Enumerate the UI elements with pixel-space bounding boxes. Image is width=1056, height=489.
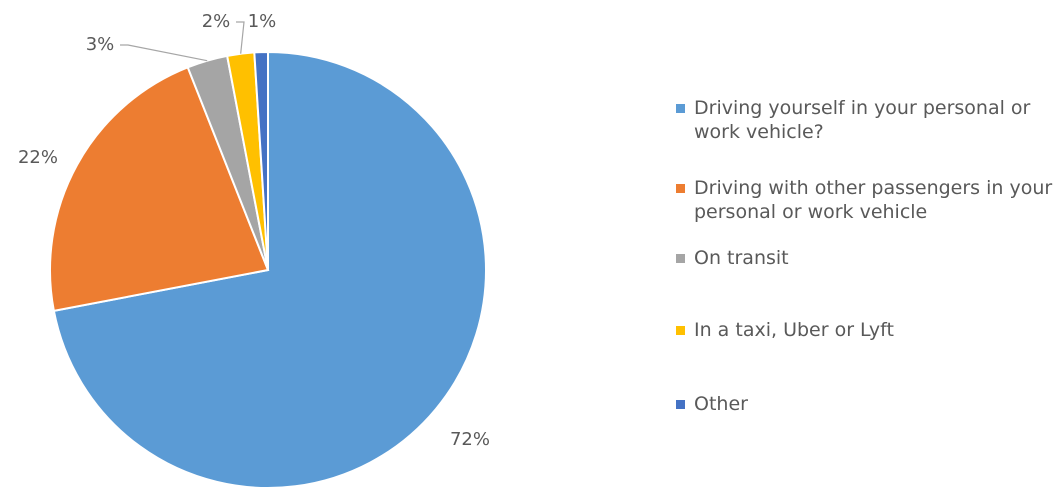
- pie-slice: [253, 50, 269, 271]
- legend-swatch: [676, 326, 685, 335]
- legend-swatch: [676, 400, 685, 409]
- legend-label: Driving with other passengers in your pe…: [694, 177, 1053, 223]
- leader-line: [236, 21, 245, 54]
- pie-slice: [49, 66, 270, 313]
- legend-item: Driving with other passengers in your pe…: [676, 176, 1056, 224]
- legend-item: Other: [676, 392, 1056, 416]
- leader-line: [120, 44, 208, 62]
- legend-label: In a taxi, Uber or Lyft: [694, 319, 894, 341]
- pie-slice: [52, 50, 487, 489]
- data-label: 3%: [86, 34, 115, 55]
- legend-item: In a taxi, Uber or Lyft: [676, 318, 1056, 342]
- legend-item: Driving yourself in your personal or wor…: [676, 96, 1056, 144]
- data-label: 2%: [202, 11, 231, 32]
- pie-area: 72% 22% 3% 2% 1%: [18, 11, 490, 489]
- legend-label: Driving yourself in your personal or wor…: [694, 97, 1031, 143]
- legend-label: Other: [694, 393, 748, 415]
- legend-swatch: [676, 104, 685, 113]
- legend-swatch: [676, 254, 685, 263]
- data-label: 72%: [450, 429, 490, 450]
- legend-swatch: [676, 184, 685, 193]
- data-label: 1%: [248, 11, 277, 32]
- legend-item: On transit: [676, 246, 1056, 270]
- data-label: 22%: [18, 147, 58, 168]
- legend-label: On transit: [694, 247, 789, 269]
